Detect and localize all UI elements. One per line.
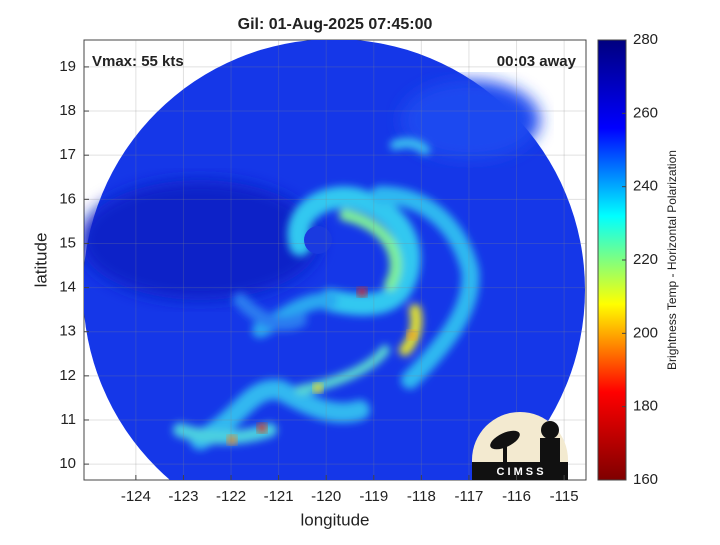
vmax-annotation: Vmax: 55 kts — [92, 53, 184, 70]
x-tick-label: -124 — [121, 488, 151, 505]
x-tick-label: -123 — [168, 488, 198, 505]
colorbar — [597, 39, 627, 481]
x-tick-label: -117 — [454, 488, 483, 505]
y-tick-label: 11 — [60, 411, 76, 428]
colorbar-tick-label: 180 — [633, 398, 658, 415]
colorbar-tick-label: 200 — [633, 324, 658, 341]
cimss-logo: C I M S S — [472, 412, 568, 480]
time-annotation: 00:03 away — [497, 53, 577, 70]
satellite-image — [84, 40, 585, 480]
y-tick-label: 13 — [59, 323, 76, 340]
title: Gil: 01-Aug-2025 07:45:00 — [238, 16, 433, 33]
y-axis-label: latitude — [31, 233, 50, 288]
logo-text: C I M S S — [496, 466, 543, 478]
y-tick-label: 18 — [59, 102, 76, 119]
y-tick-label: 17 — [59, 146, 76, 163]
colorbar-tick-label: 240 — [633, 178, 658, 195]
colorbar-tick-label: 260 — [633, 104, 658, 121]
x-tick-label: -119 — [359, 488, 388, 505]
x-tick-label: -122 — [216, 488, 246, 505]
x-tick-label: -118 — [407, 488, 436, 505]
y-tick-label: 16 — [59, 190, 76, 207]
x-tick-label: -116 — [502, 488, 531, 505]
y-tick-label: 10 — [59, 455, 76, 472]
y-tick-label: 12 — [59, 367, 76, 384]
colorbar-tick-label: 160 — [633, 471, 658, 488]
x-axis-label: longitude — [300, 510, 369, 529]
x-tick-label: -115 — [550, 488, 579, 505]
x-tick-label: -121 — [264, 488, 294, 505]
y-tick-label: 14 — [59, 279, 76, 296]
colorbar-tick-label: 220 — [633, 251, 658, 268]
colorbar-tick-label: 280 — [633, 31, 658, 48]
x-tick-label: -120 — [311, 488, 341, 505]
y-tick-label: 15 — [59, 234, 76, 251]
y-tick-label: 19 — [59, 58, 76, 75]
colorbar-label: Brightness Temp - Horizontal Polarizatio… — [665, 150, 679, 370]
